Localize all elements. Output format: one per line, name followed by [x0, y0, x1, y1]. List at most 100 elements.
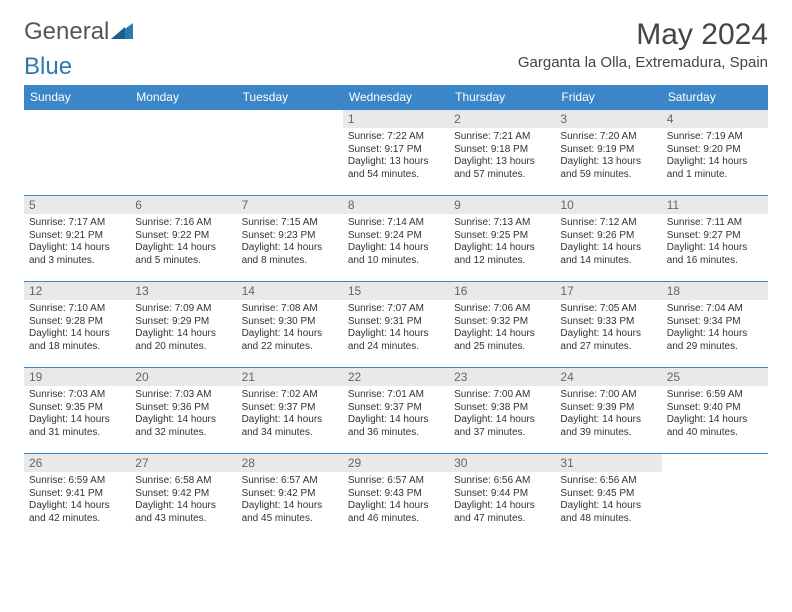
weekday-header: Thursday	[449, 85, 555, 110]
calendar-cell	[24, 110, 130, 196]
calendar-cell: 19 Sunrise: 7:03 AMSunset: 9:35 PMDayligh…	[24, 368, 130, 454]
day-number: 28	[237, 454, 343, 472]
calendar-cell: 12 Sunrise: 7:10 AMSunset: 9:28 PMDayligh…	[24, 282, 130, 368]
calendar-cell: 23Sunrise: 7:00 AMSunset: 9:38 PMDayligh…	[449, 368, 555, 454]
day-detail: Sunrise: 7:22 AMSunset: 9:17 PMDaylight:…	[348, 131, 444, 181]
day-detail: Sunrise: 7:11 AMSunset: 9:27 PMDaylight:…	[667, 217, 763, 267]
day-number: 6	[130, 196, 236, 214]
day-detail: Sunrise: 6:57 AMSunset: 9:42 PMDaylight:…	[242, 475, 338, 525]
calendar-cell	[237, 110, 343, 196]
day-detail: Sunrise: 7:19 AMSunset: 9:20 PMDaylight:…	[667, 131, 763, 181]
calendar-cell: 10Sunrise: 7:12 AMSunset: 9:26 PMDayligh…	[555, 196, 661, 282]
day-number: 8	[343, 196, 449, 214]
calendar-cell: 4 Sunrise: 7:19 AMSunset: 9:20 PMDaylight…	[662, 110, 768, 196]
day-detail: Sunrise: 6:59 AMSunset: 9:40 PMDaylight:…	[667, 389, 763, 439]
day-detail: Sunrise: 7:20 AMSunset: 9:19 PMDaylight:…	[560, 131, 656, 181]
day-number: 25	[662, 368, 768, 386]
calendar-cell: 26Sunrise: 6:59 AMSunset: 9:41 PMDayligh…	[24, 454, 130, 540]
calendar-cell: 27 Sunrise: 6:58 AMSunset: 9:42 PMDayligh…	[130, 454, 236, 540]
weekday-header: Tuesday	[237, 85, 343, 110]
day-number: 7	[237, 196, 343, 214]
calendar-cell: 15 Sunrise: 7:07 AMSunset: 9:31 PMDayligh…	[343, 282, 449, 368]
day-detail: Sunrise: 7:10 AMSunset: 9:28 PMDaylight:…	[29, 303, 125, 353]
title-block: May 2024 Garganta la Olla, Extremadura, …	[518, 18, 768, 71]
day-detail: Sunrise: 7:02 AMSunset: 9:37 PMDaylight:…	[242, 389, 338, 439]
calendar-row: 12 Sunrise: 7:10 AMSunset: 9:28 PMDayligh…	[24, 282, 768, 368]
day-number: 12	[24, 282, 130, 300]
day-number: 14	[237, 282, 343, 300]
weekday-header: Sunday	[24, 85, 130, 110]
calendar-cell: 16 Sunrise: 7:06 AMSunset: 9:32 PMDayligh…	[449, 282, 555, 368]
day-number: 5	[24, 196, 130, 214]
day-number: 1	[343, 110, 449, 128]
day-number: 15	[343, 282, 449, 300]
weekday-header: Saturday	[662, 85, 768, 110]
calendar-cell: 6Sunrise: 7:16 AMSunset: 9:22 PMDaylight…	[130, 196, 236, 282]
calendar-cell: 20Sunrise: 7:03 AMSunset: 9:36 PMDayligh…	[130, 368, 236, 454]
day-detail: Sunrise: 7:06 AMSunset: 9:32 PMDaylight:…	[454, 303, 550, 353]
day-number: 23	[449, 368, 555, 386]
day-detail: Sunrise: 7:04 AMSunset: 9:34 PMDaylight:…	[667, 303, 763, 353]
calendar-cell: 3 Sunrise: 7:20 AMSunset: 9:19 PMDaylight…	[555, 110, 661, 196]
calendar-cell: 25 Sunrise: 6:59 AMSunset: 9:40 PMDayligh…	[662, 368, 768, 454]
calendar-body: 1 Sunrise: 7:22 AMSunset: 9:17 PMDaylight…	[24, 110, 768, 540]
day-number: 13	[130, 282, 236, 300]
logo: General	[24, 18, 133, 46]
day-number: 16	[449, 282, 555, 300]
day-number: 17	[555, 282, 661, 300]
day-number: 30	[449, 454, 555, 472]
day-detail: Sunrise: 7:05 AMSunset: 9:33 PMDaylight:…	[560, 303, 656, 353]
day-number: 9	[449, 196, 555, 214]
day-number: 26	[24, 454, 130, 472]
weekday-header: Wednesday	[343, 85, 449, 110]
day-number: 24	[555, 368, 661, 386]
day-number: 31	[555, 454, 661, 472]
calendar-cell	[662, 454, 768, 540]
day-detail: Sunrise: 7:14 AMSunset: 9:24 PMDaylight:…	[348, 217, 444, 267]
location: Garganta la Olla, Extremadura, Spain	[518, 54, 768, 71]
day-detail: Sunrise: 7:07 AMSunset: 9:31 PMDaylight:…	[348, 303, 444, 353]
calendar-cell: 17 Sunrise: 7:05 AMSunset: 9:33 PMDayligh…	[555, 282, 661, 368]
day-detail: Sunrise: 7:08 AMSunset: 9:30 PMDaylight:…	[242, 303, 338, 353]
calendar-cell: 7 Sunrise: 7:15 AMSunset: 9:23 PMDaylight…	[237, 196, 343, 282]
day-detail: Sunrise: 7:09 AMSunset: 9:29 PMDaylight:…	[135, 303, 231, 353]
day-number: 18	[662, 282, 768, 300]
day-number: 3	[555, 110, 661, 128]
calendar-row: 5 Sunrise: 7:17 AMSunset: 9:21 PMDaylight…	[24, 196, 768, 282]
calendar-cell: 11Sunrise: 7:11 AMSunset: 9:27 PMDayligh…	[662, 196, 768, 282]
calendar-cell: 29Sunrise: 6:57 AMSunset: 9:43 PMDayligh…	[343, 454, 449, 540]
calendar-cell: 9Sunrise: 7:13 AMSunset: 9:25 PMDaylight…	[449, 196, 555, 282]
calendar-cell: 1 Sunrise: 7:22 AMSunset: 9:17 PMDaylight…	[343, 110, 449, 196]
calendar-cell: 18 Sunrise: 7:04 AMSunset: 9:34 PMDayligh…	[662, 282, 768, 368]
weekday-header-row: SundayMondayTuesdayWednesdayThursdayFrid…	[24, 85, 768, 110]
calendar-cell: 5 Sunrise: 7:17 AMSunset: 9:21 PMDaylight…	[24, 196, 130, 282]
day-detail: Sunrise: 7:17 AMSunset: 9:21 PMDaylight:…	[29, 217, 125, 267]
day-detail: Sunrise: 7:01 AMSunset: 9:37 PMDaylight:…	[348, 389, 444, 439]
logo-triangle-icon	[111, 18, 133, 46]
day-detail: Sunrise: 7:12 AMSunset: 9:26 PMDaylight:…	[560, 217, 656, 267]
day-number: 22	[343, 368, 449, 386]
day-detail: Sunrise: 7:15 AMSunset: 9:23 PMDaylight:…	[242, 217, 338, 267]
calendar-table: SundayMondayTuesdayWednesdayThursdayFrid…	[24, 85, 768, 540]
weekday-header: Monday	[130, 85, 236, 110]
calendar-cell: 24 Sunrise: 7:00 AMSunset: 9:39 PMDayligh…	[555, 368, 661, 454]
logo-text-2: Blue	[24, 53, 72, 80]
day-number: 21	[237, 368, 343, 386]
month-title: May 2024	[518, 18, 768, 52]
day-detail: Sunrise: 6:56 AMSunset: 9:45 PMDaylight:…	[560, 475, 656, 525]
day-detail: Sunrise: 7:03 AMSunset: 9:35 PMDaylight:…	[29, 389, 125, 439]
calendar-cell: 13 Sunrise: 7:09 AMSunset: 9:29 PMDayligh…	[130, 282, 236, 368]
calendar-row: 19 Sunrise: 7:03 AMSunset: 9:35 PMDayligh…	[24, 368, 768, 454]
day-number: 19	[24, 368, 130, 386]
calendar-cell: 22 Sunrise: 7:01 AMSunset: 9:37 PMDayligh…	[343, 368, 449, 454]
day-detail: Sunrise: 6:56 AMSunset: 9:44 PMDaylight:…	[454, 475, 550, 525]
calendar-cell: 31 Sunrise: 6:56 AMSunset: 9:45 PMDayligh…	[555, 454, 661, 540]
calendar-cell: 14 Sunrise: 7:08 AMSunset: 9:30 PMDayligh…	[237, 282, 343, 368]
day-number: 2	[449, 110, 555, 128]
day-detail: Sunrise: 6:58 AMSunset: 9:42 PMDaylight:…	[135, 475, 231, 525]
day-number: 4	[662, 110, 768, 128]
day-detail: Sunrise: 7:21 AMSunset: 9:18 PMDaylight:…	[454, 131, 550, 181]
day-number: 27	[130, 454, 236, 472]
day-detail: Sunrise: 7:00 AMSunset: 9:39 PMDaylight:…	[560, 389, 656, 439]
calendar-cell: 2 Sunrise: 7:21 AMSunset: 9:18 PMDaylight…	[449, 110, 555, 196]
